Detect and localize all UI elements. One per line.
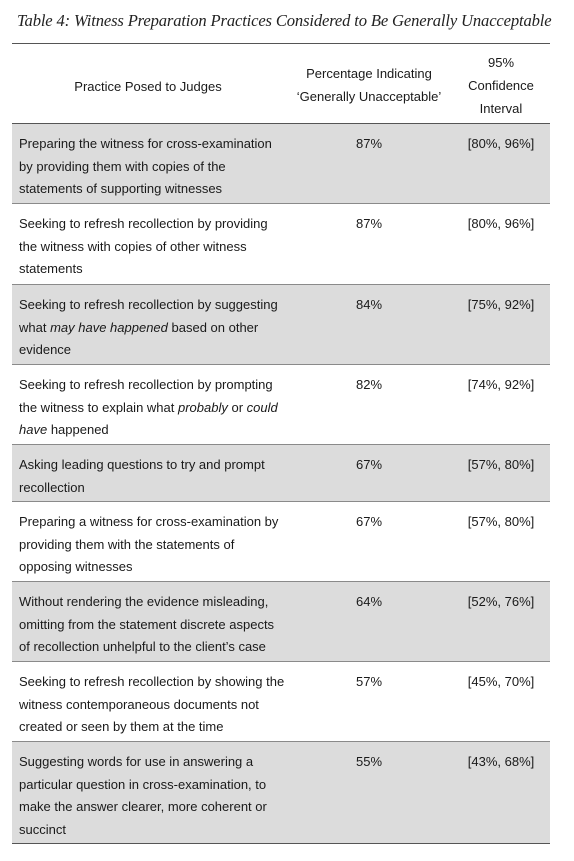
confidence-interval-cell: [57%, 80%] [467,514,535,529]
practice-cell: Seeking to refresh recollection by showi… [19,674,285,734]
header-bottom-rule [12,123,550,124]
confidence-interval-cell: [57%, 80%] [467,457,535,472]
percentage-cell: 67% [355,514,383,529]
percentage-cell: 55% [355,754,383,769]
practice-text: or [227,399,247,415]
table-row: Seeking to refresh recollection by provi… [12,204,550,285]
table-row: Seeking to refresh recollection by promp… [12,365,550,445]
header-percentage-line2: ‘Generally Unacceptable’ [296,89,442,104]
practice-text-italic: probably [177,399,228,415]
table-top-rule [12,43,550,44]
header-percentage-line1: Percentage Indicating [306,66,432,81]
practice-cell: Preparing the witness for cross-examinat… [19,136,272,196]
practice-text-italic: may have happened [50,319,168,335]
percentage-cell: 57% [355,674,383,689]
percentage-cell: 87% [355,136,383,151]
header-ci-line1: 95% [487,55,515,70]
practice-cell: Without rendering the evidence misleadin… [19,594,275,654]
table-row: Preparing the witness for cross-examinat… [12,124,550,204]
practice-cell: Seeking to refresh recollection by provi… [19,216,268,276]
table-title: Table 4: Witness Preparation Practices C… [17,11,552,30]
header-ci-line3: Interval [479,101,523,116]
practice-text: based on other evidence [19,319,259,358]
practice-text-italic: could have [19,399,278,438]
table-bottom-rule [12,843,550,844]
table-row: Without rendering the evidence misleadin… [12,582,550,662]
practice-cell: Preparing a witness for cross-examinatio… [19,514,279,574]
practice-cell: Asking leading questions to try and prom… [19,457,265,495]
table-row: Suggesting words for use in answering a … [12,742,550,843]
header-ci-line2: Confidence [468,78,534,93]
table-row: Seeking to refresh recollection by sugge… [12,285,550,365]
confidence-interval-cell: [80%, 96%] [467,136,535,151]
percentage-cell: 64% [355,594,383,609]
practice-text: Seeking to refresh recollection by sugge… [19,297,278,335]
table-row: Asking leading questions to try and prom… [12,445,550,502]
percentage-cell: 82% [355,377,383,392]
table-body: Preparing the witness for cross-examinat… [12,124,550,843]
header-practice-label: Practice Posed to Judges [74,79,222,94]
header-practice: Practice Posed to Judges [12,75,284,98]
practice-text: happened [47,422,109,437]
confidence-interval-cell: [45%, 70%] [467,674,535,689]
header-confidence-interval: 95% Confidence Interval [456,51,546,120]
practice-cell: Seeking to refresh recollection by promp… [19,374,287,442]
percentage-cell: 67% [355,457,383,472]
table-row: Preparing a witness for cross-examinatio… [12,502,550,582]
practice-cell: Seeking to refresh recollection by sugge… [19,294,287,362]
percentage-cell: 84% [355,297,383,312]
percentage-cell: 87% [355,216,383,231]
confidence-interval-cell: [75%, 92%] [467,297,535,312]
practice-text: Seeking to refresh recollection by promp… [19,377,273,415]
confidence-interval-cell: [80%, 96%] [467,216,535,231]
confidence-interval-cell: [74%, 92%] [467,377,535,392]
table-row: Seeking to refresh recollection by showi… [12,662,550,742]
confidence-interval-cell: [43%, 68%] [467,754,535,769]
header-percentage: Percentage Indicating ‘Generally Unaccep… [284,62,454,108]
practice-cell: Suggesting words for use in answering a … [19,754,267,837]
confidence-interval-cell: [52%, 76%] [467,594,535,609]
